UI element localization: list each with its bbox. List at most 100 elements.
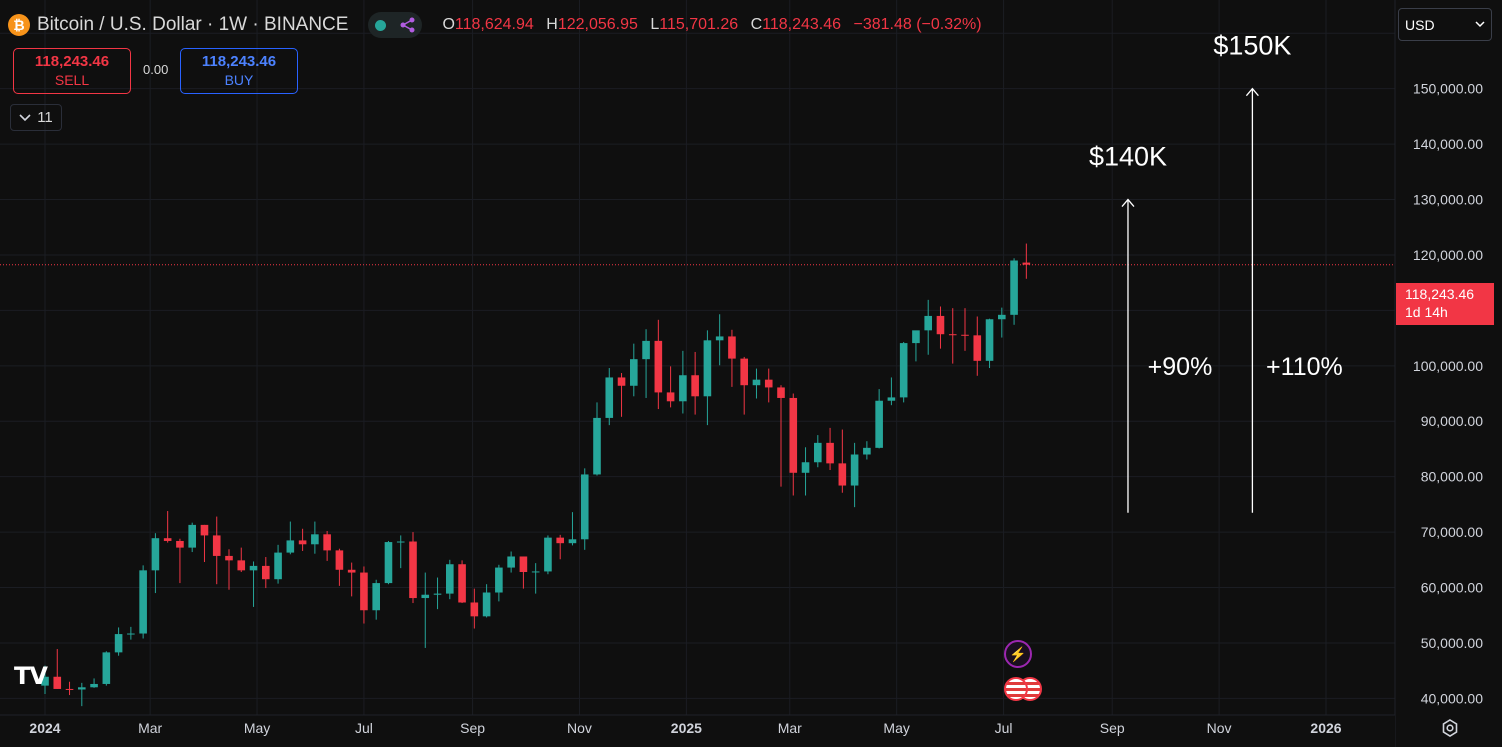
candle <box>998 307 1006 338</box>
sell-button[interactable]: 118,243.46 SELL <box>13 48 131 94</box>
high-value: 122,056.95 <box>557 16 638 33</box>
time-tick-label: Mar <box>778 720 802 736</box>
candle <box>630 343 638 397</box>
candle-body <box>715 336 724 341</box>
candle <box>679 350 687 414</box>
candle-body <box>249 565 258 571</box>
buy-button[interactable]: 118,243.46 BUY <box>180 48 298 94</box>
candle-body <box>286 540 295 553</box>
candle-body <box>90 683 98 688</box>
candle-body <box>274 552 282 580</box>
candle <box>482 584 491 618</box>
candle <box>568 512 577 546</box>
last-price-label: 118,243.46 1d 14h <box>1396 283 1494 325</box>
candle <box>826 427 834 471</box>
candle <box>188 522 197 553</box>
candle <box>114 627 123 656</box>
candle <box>961 308 969 351</box>
candle <box>237 547 246 572</box>
price-tick-label: 60,000.00 <box>1421 580 1483 596</box>
percent-label: +110% <box>1266 353 1343 381</box>
candle-body <box>458 564 466 603</box>
price-tick-label: 140,000.00 <box>1413 136 1483 152</box>
price-tick-label: 130,000.00 <box>1413 192 1483 208</box>
target-label: $150K <box>1213 31 1291 61</box>
candle <box>433 577 442 610</box>
candle <box>409 532 417 604</box>
candle <box>654 319 663 410</box>
candle <box>335 548 344 586</box>
candle-body <box>875 400 883 448</box>
candle <box>691 351 699 415</box>
candle-body <box>899 343 908 398</box>
tradingview-logo[interactable]: TV <box>14 662 48 690</box>
low-key: L <box>650 16 660 33</box>
candle <box>360 566 368 624</box>
candle <box>887 377 896 406</box>
candle <box>715 314 724 366</box>
gear-icon[interactable] <box>1436 716 1464 740</box>
candle-body <box>617 377 626 386</box>
price-tick-label: 150,000.00 <box>1413 81 1483 97</box>
candle-body <box>127 633 135 635</box>
candle-body <box>961 334 969 336</box>
candles <box>41 243 1031 707</box>
time-tick-label: Jul <box>355 720 373 736</box>
indicators-toggle[interactable]: 11 <box>10 104 62 131</box>
chevron-down-icon <box>19 113 31 121</box>
candle <box>53 649 62 689</box>
candle-body <box>41 676 49 686</box>
candle-body <box>65 688 74 690</box>
candle <box>127 626 135 640</box>
close-value: 118,243.46 <box>762 16 842 33</box>
candle-body <box>580 474 589 540</box>
candle <box>200 524 209 563</box>
price-tick-label: 80,000.00 <box>1421 469 1483 485</box>
symbol-title[interactable]: Bitcoin / U.S. Dollar · 1W · BINANCE <box>37 14 349 35</box>
candle-body <box>764 379 773 388</box>
candle <box>225 549 233 590</box>
candle-body <box>151 538 160 571</box>
candle <box>985 318 994 369</box>
candle <box>78 682 86 707</box>
candle <box>262 557 270 589</box>
price-tick-label: 120,000.00 <box>1413 247 1483 263</box>
price-tick-label: 70,000.00 <box>1421 524 1483 540</box>
candle-body <box>679 375 687 402</box>
candle <box>912 330 920 362</box>
price-axis[interactable]: 160,000.00150,000.00140,000.00130,000.00… <box>1394 0 1502 747</box>
candle <box>286 521 295 555</box>
candle <box>90 678 98 688</box>
status-pill[interactable] <box>368 12 423 38</box>
candle-body <box>630 359 638 386</box>
open-value: 118,624.94 <box>454 16 534 33</box>
candle-body <box>1010 260 1018 315</box>
candle-body <box>139 570 147 634</box>
candle-body <box>777 387 785 398</box>
target-label: $140K <box>1089 142 1167 172</box>
candle-body <box>801 462 810 473</box>
candle <box>777 385 785 487</box>
time-tick-label: 2025 <box>671 720 702 736</box>
candle <box>728 329 736 387</box>
time-tick-label: May <box>883 720 909 736</box>
us-flag-icon[interactable] <box>1004 675 1044 703</box>
candle-body <box>519 556 528 572</box>
candle-body <box>102 652 111 684</box>
candle <box>446 559 454 600</box>
currency-select[interactable]: USD <box>1398 8 1492 41</box>
chevron-down-icon <box>1475 21 1485 28</box>
symbol-header: ₿ Bitcoin / U.S. Dollar · 1W · BINANCE O… <box>8 11 990 39</box>
candle <box>519 556 528 589</box>
candle-body <box>912 330 920 344</box>
candle <box>495 564 503 602</box>
candle-body <box>360 572 368 611</box>
candle <box>421 572 430 648</box>
time-tick-label: Jul <box>995 720 1013 736</box>
market-open-icon <box>375 19 387 31</box>
lightning-icon[interactable]: ⚡ <box>1004 640 1032 668</box>
time-tick-label: Nov <box>567 720 592 736</box>
time-axis[interactable]: 2024 Mar May Jul Sep Nov 2025 Mar May Jul Sep Nov 20… <box>0 714 1395 747</box>
